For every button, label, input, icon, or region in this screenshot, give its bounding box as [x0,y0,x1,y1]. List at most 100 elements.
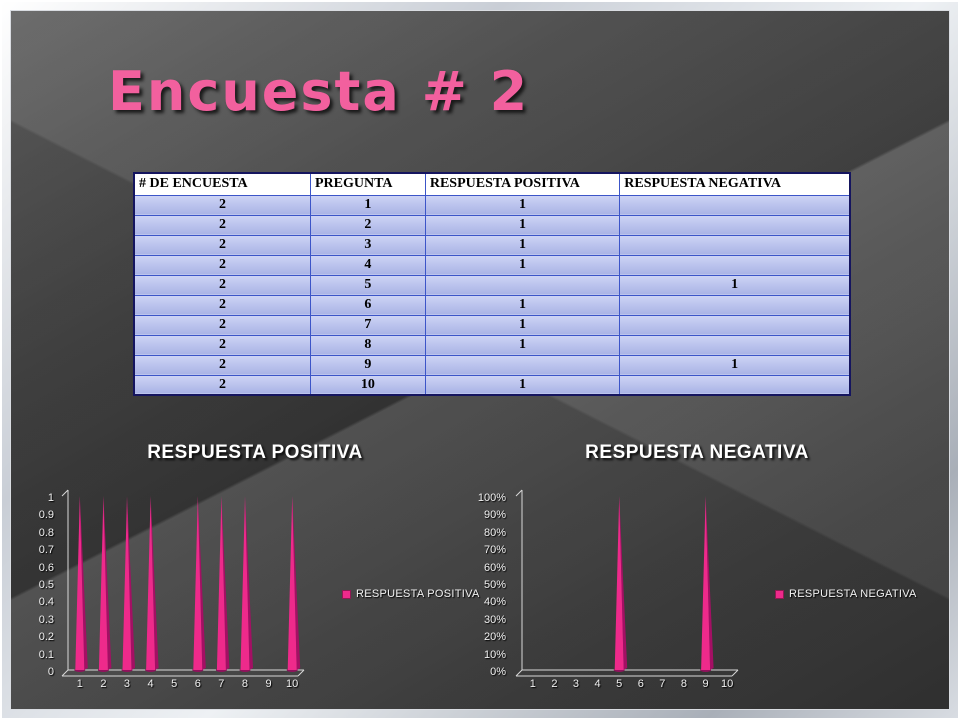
axis-line [61,669,69,677]
x-tick-label: 3 [572,678,580,690]
table-cell: 2 [133,194,311,216]
table-cell [619,334,851,356]
bar-spike-side [79,496,88,670]
table-row: 2 10 1 [133,374,851,396]
table-cell: 10 [309,374,426,396]
y-tick-label: 0.8 [38,526,54,539]
positive-chart-plot [61,489,305,677]
table-header-cell: PREGUNTA [309,172,426,196]
bar-spike [216,496,226,670]
table-cell: 4 [309,254,426,276]
legend-swatch [775,589,784,599]
x-tick-label: 1 [529,678,536,690]
table-cell: 1 [619,354,851,376]
axis-line [297,669,305,677]
table-cell: 2 [133,234,311,256]
bar-spike [701,496,711,670]
y-tick-label: 20% [483,631,506,644]
bar-spike-side [150,496,159,670]
table-cell: 1 [424,294,621,316]
x-tick-label: 1 [76,678,83,690]
table-cell: 1 [424,254,621,276]
legend-label: RESPUESTA POSITIVA [356,588,480,600]
bar-spike [287,496,297,670]
y-tick-label: 0.4 [38,596,54,609]
table-cell [619,374,851,396]
y-tick-label: 80% [483,526,506,539]
x-tick-label: 2 [100,678,107,690]
positive-chart-y-axis: 1 0.9 0.8 0.7 0.6 0.5 0.4 0.3 0.2 0.1 0 [12,492,54,678]
x-tick-label: 5 [616,678,623,690]
y-tick-label: 0% [490,665,506,678]
table-cell: 2 [133,354,311,376]
x-tick-label: 6 [194,678,201,690]
x-tick-label: 6 [637,678,644,690]
table-cell: 2 [133,274,311,296]
table-cell [619,194,851,216]
table-cell: 3 [309,234,426,256]
table-cell: 2 [133,374,311,396]
x-tick-label: 2 [551,678,558,690]
table-cell: 1 [424,234,621,256]
bar-spike-side [127,496,135,670]
table-header-cell: # DE ENCUESTA [133,172,311,196]
legend-label: RESPUESTA NEGATIVA [789,588,917,600]
survey-table: # DE ENCUESTA PREGUNTA RESPUESTA POSITIVA R… [133,172,851,396]
y-tick-label: 50% [483,578,506,591]
x-tick-label: 3 [123,678,131,690]
x-tick-label: 9 [265,678,272,690]
x-tick-label: 4 [594,678,601,690]
table-cell: 7 [309,314,426,336]
bar-spike [614,496,624,670]
table-cell: 2 [133,314,311,336]
bar-spike [240,496,250,670]
positive-chart-x-axis: 1 2 3 4 5 6 7 8 9 10 [68,678,304,690]
table-cell: 6 [309,294,426,316]
table-cell: 1 [424,374,621,396]
x-tick-label: 8 [680,678,688,690]
legend-swatch [342,589,351,599]
bar-spike-side [245,496,253,670]
x-tick-label: 7 [218,678,225,690]
bar-spike [122,496,132,670]
table-cell: 1 [424,334,621,356]
x-tick-label: 9 [702,678,709,690]
table-cell: 1 [309,194,426,216]
table-cell: 1 [424,314,621,336]
table-cell [424,354,621,376]
x-tick-label: 10 [721,678,734,690]
axis-line [515,669,523,677]
x-tick-label: 8 [241,678,249,690]
table-cell [619,214,851,236]
table-header-row: # DE ENCUESTA PREGUNTA RESPUESTA POSITIVA R… [133,172,851,196]
negative-chart-x-axis: 1 2 3 4 5 6 7 8 9 10 [522,678,738,690]
table-cell: 2 [133,294,311,316]
x-tick-label: 7 [659,678,666,690]
y-tick-label: 0 [47,665,54,678]
y-tick-label: 0.9 [38,509,54,522]
y-tick-label: 1 [47,492,54,504]
axis-line [731,669,739,677]
table-cell: 1 [424,194,621,216]
positive-chart-title: RESPUESTA POSITIVA [147,442,363,463]
y-tick-label: 100% [477,492,506,504]
bar-spike [193,496,203,670]
table-cell: 2 [133,334,311,356]
negative-chart-legend: RESPUESTA NEGATIVA [775,588,917,600]
y-tick-label: 10% [483,648,506,661]
y-tick-label: 40% [483,596,506,609]
x-tick-label: 4 [147,678,154,690]
negative-chart-plot [515,489,739,677]
y-tick-label: 0.2 [38,631,54,644]
bar-spike-side [103,496,112,670]
bar-spike [75,496,85,670]
y-tick-label: 70% [483,544,506,557]
y-tick-label: 0.3 [38,613,54,626]
